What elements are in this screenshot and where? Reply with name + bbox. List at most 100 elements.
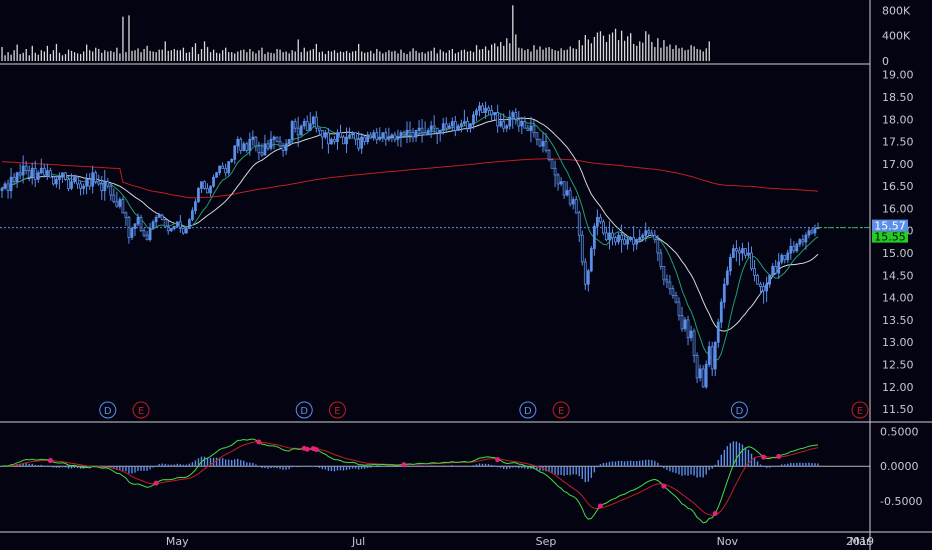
price-candles [0, 101, 820, 389]
volume-bar [128, 15, 130, 61]
volume-bar [406, 54, 408, 61]
candle-body [595, 216, 599, 227]
dividend-marker [519, 401, 537, 419]
candle-body [293, 121, 297, 129]
macd-histogram-bar [781, 464, 783, 467]
volume-bar [506, 38, 508, 61]
volume-bar [524, 50, 526, 61]
candle-body [97, 181, 101, 185]
volume-bar [636, 45, 638, 61]
candle-body [317, 127, 321, 131]
macd-histogram-bar [759, 464, 762, 467]
macd-histogram-bar [110, 466, 112, 469]
macd-histogram-bar [762, 466, 765, 467]
volume-bar [518, 47, 520, 61]
macd-histogram-bar [654, 460, 656, 467]
volume-bar [554, 50, 556, 61]
volume-bar [70, 50, 73, 61]
macd-histogram-bar [638, 460, 641, 467]
volume-bar [400, 49, 402, 61]
volume-bar [497, 46, 499, 61]
volume-bar [173, 48, 175, 61]
candle-body [372, 132, 376, 138]
candle-body [76, 176, 79, 185]
price-axis: 19.0018.5018.0017.5017.0016.5016.0015.50… [882, 69, 914, 416]
volume-bar [330, 51, 333, 61]
candle-body [728, 257, 732, 272]
volume-bar [7, 52, 9, 61]
macd-histogram-bar [784, 464, 786, 467]
candle-body [18, 172, 22, 176]
candle-body [36, 172, 40, 180]
macd-histogram-bar [261, 466, 263, 469]
macd-histogram-bar [194, 460, 197, 467]
macd-histogram-bar [134, 466, 136, 473]
volume-bar [49, 54, 52, 61]
volume-bar [584, 35, 586, 61]
candle-body [124, 212, 128, 218]
volume-bar [466, 51, 469, 61]
candle-body [9, 176, 13, 192]
macd-histogram-bar [327, 466, 330, 471]
volume-bar [300, 52, 302, 61]
candle-body [626, 239, 629, 245]
volume-bar [539, 46, 541, 61]
volume-bar [255, 53, 257, 61]
macd-histogram-bar [756, 461, 759, 467]
macd-histogram-bar [548, 466, 550, 473]
macd-histogram-bar [122, 466, 124, 471]
volume-bar [306, 51, 308, 61]
volume-bar [675, 45, 677, 61]
volume-bar [436, 53, 438, 61]
volume-bar [614, 28, 617, 61]
candle-body [178, 221, 182, 229]
volume-bar [660, 47, 662, 61]
macd-histogram-bar [811, 463, 813, 467]
volume-bar [225, 47, 227, 61]
candle-body [239, 138, 243, 151]
macd-histogram-bar [502, 466, 505, 469]
macd-histogram-bar [252, 462, 254, 467]
candle-body [526, 127, 530, 131]
volume-bar [273, 53, 275, 61]
macd-histogram-bar [787, 463, 789, 467]
volume-bar [463, 49, 466, 61]
macd-histogram-bar [363, 466, 366, 469]
candle-body [58, 176, 61, 180]
candle-body [707, 346, 711, 365]
volume-bar [367, 52, 369, 61]
macd-histogram-bar [67, 466, 70, 469]
candle-body [650, 232, 654, 236]
candle-body [269, 138, 273, 149]
candle-body [360, 136, 364, 149]
macd-histogram-bar [215, 457, 218, 467]
macd-cross-marker [401, 462, 407, 468]
volume-bar [376, 48, 378, 61]
candle-body [432, 125, 436, 129]
volume-bar [551, 48, 553, 61]
macd-histogram-bar [234, 459, 236, 467]
volume-bar [627, 36, 629, 61]
volume-bar [358, 43, 360, 61]
macd-histogram-bar [279, 466, 281, 469]
volume-bar [536, 49, 538, 61]
macd-cross-marker [495, 457, 501, 463]
candle-body [275, 136, 279, 142]
macd-histogram-bar [723, 449, 726, 467]
candle-body [414, 130, 418, 138]
macd-cross-marker [313, 447, 319, 453]
macd-histogram-bar [539, 466, 541, 471]
candle-body [786, 252, 790, 261]
candle-body [51, 176, 55, 185]
candle-body [45, 170, 49, 176]
candle-body [662, 266, 666, 281]
candle-body [538, 138, 542, 147]
macd-histogram-bar [61, 466, 64, 468]
volume-bar [119, 53, 121, 61]
candle-body [550, 159, 554, 169]
volume-bar [424, 53, 426, 61]
macd-tick-label: 0.5000 [880, 426, 919, 439]
macd-histogram-bar [442, 465, 444, 467]
